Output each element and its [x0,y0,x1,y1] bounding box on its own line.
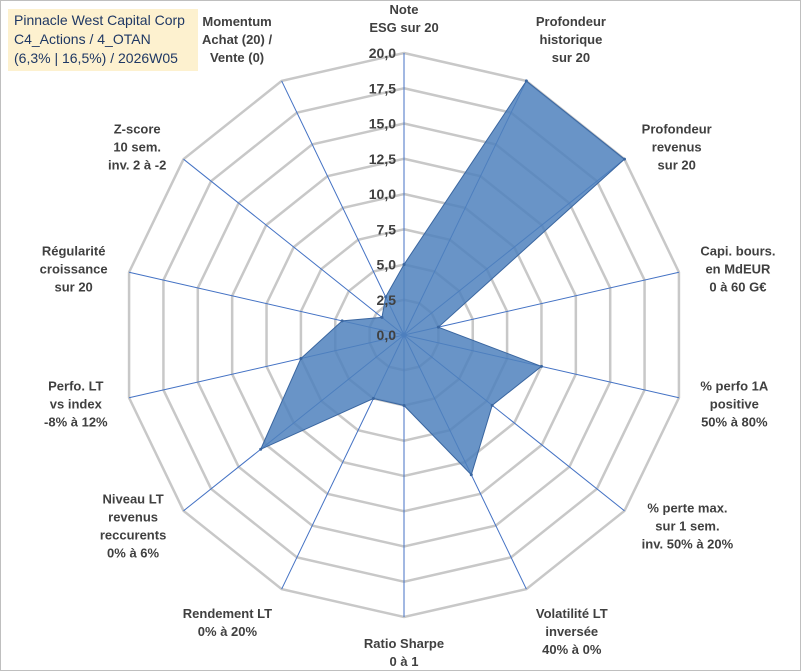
axis-label-line: Z-score [114,121,161,136]
tick-label: 2,5 [377,292,397,308]
tick-label: 10,0 [369,186,396,202]
axis-label: Niveau LT revenus reccurents 0% à 6% [100,492,166,561]
axis-label: Capi. bours. en MdEUR 0 à 60 G€ [700,243,775,294]
axis-label: Profondeur historique sur 20 [536,14,606,65]
axis-label-line: sur 1 sem. [655,519,719,534]
axis-label-line: ESG sur 20 [369,20,438,35]
axis-label-line: 0 à 1 [390,654,419,669]
axis-label: Profondeur revenus sur 20 [642,121,712,172]
axis-label-line: Momentum [202,14,271,29]
axis-label-line: 50% à 80% [701,415,768,430]
axis-spoke [183,158,405,336]
series-point [524,79,528,83]
series-point [539,364,543,368]
radar-tick-labels: 0,0 2,5 5,0 7,5 10,0 12,5 15,0 17,5 20,0 [369,45,396,343]
tick-label: 15,0 [369,116,396,132]
series-point [402,404,406,407]
axis-label-line: Profondeur [536,14,606,29]
chart-title-box: Pinnacle West Capital Corp C4_Actions / … [8,9,198,71]
radar-series [259,79,626,477]
axis-label-line: 40% à 0% [542,642,602,657]
axis-label-line: 0% à 20% [198,624,258,639]
axis-label: % perfo 1A positive 50% à 80% [700,379,769,430]
axis-label: Rendement LT 0% à 20% [183,606,272,639]
axis-label-line: sur 20 [658,157,696,172]
axis-label-line: % perte max. [647,501,727,516]
axis-label-line: Capi. bours. [700,243,775,258]
axis-label-line: sur 20 [54,279,92,294]
axis-label-line: % perfo 1A [700,379,769,394]
axis-label-line: revenus [652,139,702,154]
series-point [384,295,388,299]
axis-label-line: inv. 50% à 20% [642,537,734,552]
axis-label-line: Profondeur [642,121,712,136]
axis-spoke [403,271,680,336]
axis-label-line: Note [390,2,419,17]
axis-label-line: inv. 2 à -2 [108,157,166,172]
axis-label-line: 10 sem. [113,139,161,154]
axis-label-line: Rendement LT [183,606,272,621]
axis-spoke [281,80,405,336]
radar-axis-labels: Note ESG sur 20 Profondeur historique sur 20… [40,2,776,669]
axis-label-line: 0% à 6% [107,546,159,561]
series-point [402,263,406,266]
axis-label-line: Perfo. LT [48,379,103,394]
axis-label-line: -8% à 12% [44,415,108,430]
title-portfolio: C4_Actions / 4_OTAN [14,31,151,47]
tick-label: 12,5 [369,151,396,167]
tick-label: 20,0 [369,45,396,61]
series-area [259,80,626,476]
axis-label: % perte max. sur 1 sem. inv. 50% à 20% [642,501,734,552]
series-point [259,447,263,451]
tick-label: 17,5 [369,80,396,96]
axis-label-line: revenus [108,510,158,525]
axis-label: Volatilité LT inversée 40% à 0% [536,606,608,657]
axis-label-line: Volatilité LT [536,606,608,621]
axis-label: Perfo. LT vs index -8% à 12% [44,379,108,430]
tick-label: 0,0 [377,327,397,343]
axis-label-line: en MdEUR [705,261,771,276]
series-point [340,319,344,323]
axis-label-line: historique [540,32,603,47]
tick-label: 7,5 [377,221,397,237]
axis-label-line: positive [710,397,759,412]
axis-label-line: 0 à 60 G€ [709,279,766,294]
axis-label: Ratio Sharpe 0 à 1 [364,636,444,669]
axis-label: Régularité croissance sur 20 [40,243,108,294]
title-period: (6,3% | 16,5%) / 2026W05 [14,50,178,66]
tick-label: 5,0 [377,257,397,273]
axis-label: Note ESG sur 20 [369,2,438,35]
axis-label-line: Achat (20) / [202,32,272,47]
axis-label-line: Niveau LT [102,492,163,507]
axis-label-line: reccurents [100,528,166,543]
series-point [380,315,384,319]
series-point [371,397,375,401]
axis-label-line: sur 20 [552,50,590,65]
axis-label: Momentum Achat (20) / Vente (0) [202,14,272,65]
axis-label-line: croissance [40,261,108,276]
axis-label-line: Vente (0) [210,50,264,65]
axis-label-line: Régularité [42,243,106,258]
axis-label-line: vs index [50,397,103,412]
series-point [299,357,303,361]
series-point [622,157,626,161]
title-company: Pinnacle West Capital Corp [14,12,185,28]
axis-label-line: inversée [545,624,598,639]
axis-label: Z-score 10 sem. inv. 2 à -2 [108,121,166,172]
series-point [490,403,494,407]
series-point [469,473,473,477]
axis-label-line: Ratio Sharpe [364,636,444,651]
series-point [436,325,440,329]
